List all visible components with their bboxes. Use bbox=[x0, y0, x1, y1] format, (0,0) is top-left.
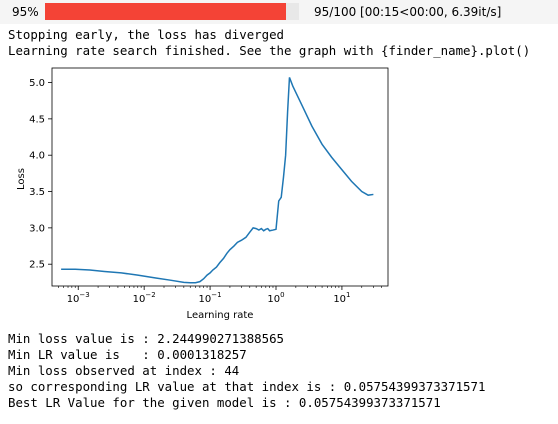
result-best-lr: Best LR Value for the given model is : 0… bbox=[8, 395, 441, 410]
y-tick-label: 5.0 bbox=[29, 78, 45, 89]
y-tick-label: 4.5 bbox=[29, 114, 45, 125]
y-tick-label: 3.5 bbox=[29, 187, 45, 198]
x-tick-label: 10−3 bbox=[67, 291, 90, 305]
result-min-loss: Min loss value is : 2.244990271388565 bbox=[8, 331, 285, 346]
x-tick-label: 10−1 bbox=[199, 291, 222, 305]
y-tick-label: 4.0 bbox=[29, 151, 45, 162]
y-tick-label: 2.5 bbox=[29, 260, 45, 271]
plot-area-frame bbox=[51, 67, 389, 287]
x-tick-label: 10−2 bbox=[133, 291, 156, 305]
result-min-lr: Min LR value is : 0.0001318257 bbox=[8, 347, 247, 362]
y-axis-label: Loss bbox=[16, 168, 27, 190]
x-axis: 10−3 10−2 10−1 100 101 bbox=[58, 286, 382, 305]
progress-percent: 95% bbox=[12, 5, 39, 19]
y-axis: 2.5 3.0 3.5 4.0 4.5 5.0 bbox=[29, 78, 52, 271]
y-tick-label: 3.0 bbox=[29, 223, 45, 234]
loss-series-line bbox=[61, 77, 374, 284]
result-min-loss-index: Min loss observed at index : 44 bbox=[8, 363, 240, 378]
loss-vs-lr-chart: 2.5 3.0 3.5 4.0 4.5 5.0 10−3 10−2 10−1 100 101 Le… bbox=[16, 67, 389, 321]
progress-stats: 95/100 [00:15<00:00, 6.39it/s] bbox=[314, 5, 502, 19]
x-tick-label: 100 bbox=[267, 291, 284, 305]
log-line-stopping: Stopping early, the loss has diverged bbox=[8, 27, 285, 42]
result-lr-at-index: so corresponding LR value at that index … bbox=[8, 379, 486, 394]
log-line-finished: Learning rate search finished. See the g… bbox=[8, 43, 531, 58]
progress-bar bbox=[45, 3, 299, 20]
x-axis-label: Learning rate bbox=[187, 310, 254, 321]
progress-row: 95% 95/100 [00:15<00:00, 6.39it/s] bbox=[0, 0, 558, 24]
progress-bar-fill bbox=[45, 3, 287, 20]
x-tick-label: 101 bbox=[333, 291, 350, 305]
